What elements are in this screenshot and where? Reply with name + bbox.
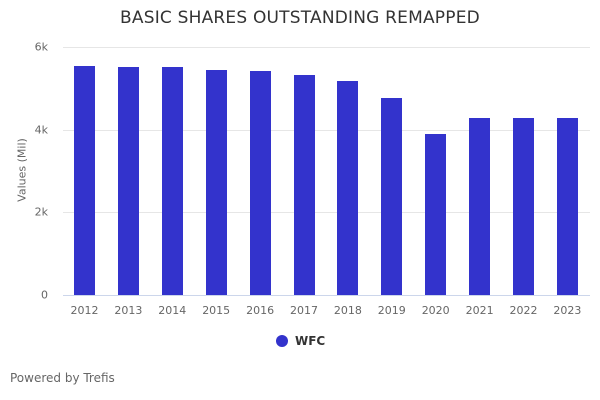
y-tick-label: 6k [34, 40, 48, 54]
bar-2017[interactable] [293, 75, 315, 295]
x-tick-label: 2015 [202, 304, 231, 317]
bar-2014[interactable] [161, 67, 183, 295]
x-tick-label: 2014 [158, 304, 187, 317]
bar-2015[interactable] [205, 69, 227, 295]
y-tick-label: 0 [41, 288, 48, 302]
x-tick-label: 2017 [290, 304, 318, 317]
x-tick-label: 2022 [509, 304, 538, 317]
x-tick-label: 2021 [465, 304, 494, 317]
bar-2013[interactable] [117, 67, 139, 295]
powered-by-credit: Powered by Trefis [10, 371, 115, 385]
x-tick-label: 2023 [553, 304, 582, 317]
x-tick-label: 2016 [246, 304, 275, 317]
x-tick-label: 2019 [377, 304, 406, 317]
legend-item-wfc[interactable]: WFC [276, 334, 325, 348]
x-axis-line [63, 295, 590, 296]
y-tick-label: 2k [34, 205, 48, 219]
gridline [63, 212, 590, 214]
bar-2012[interactable] [74, 66, 95, 295]
bar-2018[interactable] [337, 80, 359, 295]
gridline [63, 47, 590, 48]
gridline [63, 129, 590, 131]
bar-2023[interactable] [556, 117, 578, 295]
chart-title: BASIC SHARES OUTSTANDING REMAPPED [120, 8, 480, 28]
bar-2016[interactable] [249, 70, 271, 295]
y-axis-label: Values (Mil) [15, 138, 29, 202]
bar-2022[interactable] [513, 117, 534, 295]
x-tick-label: 2018 [333, 304, 362, 317]
x-tick-label: 2013 [114, 304, 143, 317]
y-tick-label: 4k [34, 123, 48, 137]
x-tick-label: 2020 [421, 304, 450, 317]
legend-label: WFC [295, 334, 326, 348]
x-tick-label: 2012 [70, 304, 99, 317]
bar-2021[interactable] [469, 117, 491, 295]
bar-2019[interactable] [381, 98, 403, 295]
bar-2020[interactable] [425, 134, 447, 295]
legend-marker-icon [276, 335, 288, 347]
